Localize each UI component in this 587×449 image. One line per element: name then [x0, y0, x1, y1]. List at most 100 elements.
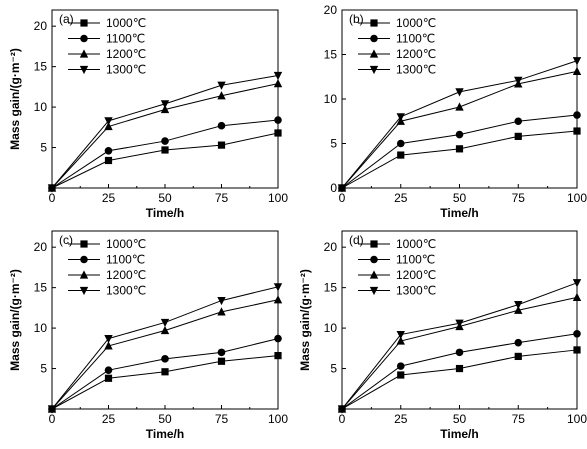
data-point: [47, 405, 57, 414]
data-point: [455, 102, 464, 111]
x-tick-label: 50: [158, 412, 172, 426]
data-point: [217, 296, 226, 306]
x-tick-label: 0: [339, 191, 346, 205]
y-tick-label: 15: [324, 281, 338, 295]
data-point: [217, 141, 226, 149]
legend-marker: [80, 19, 88, 27]
data-point: [514, 132, 522, 140]
data-point: [274, 129, 282, 137]
data-point: [455, 348, 464, 357]
data-point: [455, 130, 464, 139]
legend-label: 1100℃: [106, 253, 145, 267]
legend-label: 1200℃: [396, 47, 436, 61]
data-point: [160, 104, 170, 114]
data-point: [47, 184, 57, 193]
legend-marker: [369, 65, 379, 75]
chart-panel: 0 25 50 75 100 0 5 10 15 20 Time/h (b) 1000℃ 1100℃120…: [324, 3, 587, 220]
x-axis-label: Time/h: [440, 427, 478, 441]
panel-label: (d): [349, 233, 364, 247]
data-point: [217, 357, 226, 365]
data-point: [455, 145, 464, 153]
data-point: [104, 374, 113, 382]
data-point: [573, 127, 581, 135]
y-tick-label: 10: [324, 92, 338, 106]
data-point: [396, 362, 405, 370]
data-point: [217, 348, 226, 357]
x-axis-label: Time/h: [146, 427, 184, 441]
data-point: [273, 79, 283, 88]
data-point: [573, 329, 581, 338]
series-line: [51, 119, 279, 189]
x-tick-label: 75: [512, 412, 526, 426]
series-line: [341, 60, 578, 189]
data-point: [514, 338, 523, 347]
x-tick-label: 100: [567, 412, 587, 426]
data-point: [273, 283, 283, 292]
data-point: [455, 319, 464, 328]
data-point: [274, 352, 282, 360]
data-point: [572, 66, 582, 76]
data-point: [217, 91, 226, 100]
legend-marker: [370, 34, 378, 43]
series-line: [51, 299, 279, 410]
data-point: [514, 301, 523, 310]
legend-marker: [369, 49, 379, 58]
y-tick-label: 5: [40, 141, 47, 155]
data-point: [161, 146, 169, 154]
data-point: [337, 405, 347, 414]
x-tick-label: 100: [268, 191, 288, 205]
data-point: [160, 325, 170, 335]
legend-marker: [369, 286, 379, 296]
x-tick-label: 75: [215, 191, 229, 205]
y-tick-label: 5: [330, 137, 337, 151]
data-point: [104, 121, 113, 131]
x-tick-label: 100: [567, 191, 587, 205]
x-tick-label: 0: [49, 412, 56, 426]
series-line: [341, 349, 578, 410]
data-point: [274, 334, 282, 343]
legend-label: 1300℃: [396, 63, 436, 77]
x-tick-label: 100: [268, 412, 288, 426]
x-tick-label: 0: [49, 191, 56, 205]
legend-marker: [80, 255, 88, 264]
legend-label: 1200℃: [106, 47, 146, 61]
data-point: [274, 116, 282, 124]
legend-marker: [79, 286, 89, 296]
y-axis-label: Mass gain/(g·m⁻²): [8, 48, 22, 150]
data-point: [161, 368, 169, 376]
legend-label: 1100℃: [106, 32, 145, 46]
x-tick-label: 75: [215, 412, 229, 426]
data-point: [396, 139, 405, 148]
legend-label: 1100℃: [396, 253, 435, 267]
data-point: [397, 371, 405, 379]
legend-marker: [370, 19, 378, 27]
data-point: [273, 295, 283, 304]
legend-label: 1000℃: [396, 16, 436, 30]
legend-label: 1000℃: [106, 16, 146, 30]
x-tick-label: 25: [394, 191, 408, 205]
legend-label: 1000℃: [106, 237, 146, 251]
y-tick-label: 15: [34, 60, 48, 74]
x-tick-label: 50: [453, 191, 467, 205]
data-point: [273, 71, 283, 81]
data-point: [514, 352, 522, 361]
panel-label: (a): [59, 12, 74, 26]
legend-marker: [370, 240, 378, 248]
panel-label: (c): [59, 233, 73, 247]
panel-label: (b): [349, 12, 364, 26]
y-axis-label: Mass gain/(g·m⁻²): [8, 269, 22, 371]
series-line: [51, 355, 279, 410]
data-point: [161, 137, 169, 145]
legend-marker: [370, 255, 378, 264]
x-axis-label: Time/h: [440, 206, 478, 220]
data-point: [455, 88, 464, 97]
legend-marker: [369, 270, 379, 279]
x-axis-label: Time/h: [146, 206, 184, 220]
legend-label: 1200℃: [396, 268, 436, 282]
legend-marker: [80, 240, 88, 248]
data-point: [397, 151, 405, 159]
data-point: [514, 76, 523, 85]
data-point: [104, 341, 113, 350]
y-tick-label: 20: [324, 3, 338, 17]
